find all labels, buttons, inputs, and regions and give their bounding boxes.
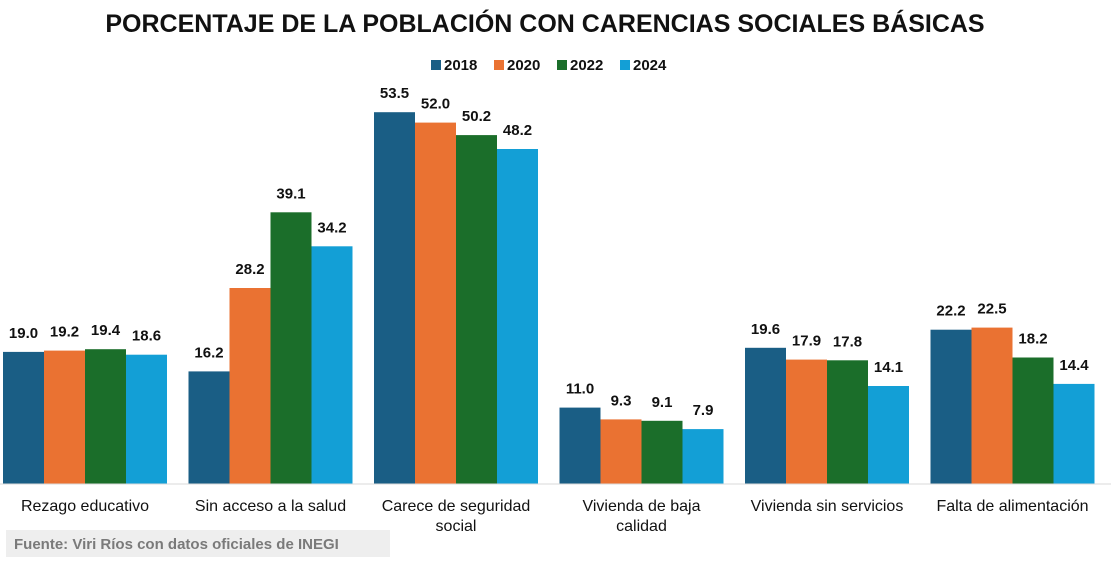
value-label-2018-cat-3: 11.0	[566, 381, 594, 398]
source-box	[6, 530, 390, 557]
bar-2024-cat-3	[682, 429, 724, 484]
bar-2024-cat-4	[868, 386, 909, 484]
bar-2024-cat-2	[497, 149, 538, 484]
bar-2020-cat-4	[786, 359, 827, 484]
category-label-2-line-0: Carece de seguridad	[382, 498, 531, 515]
bar-2020-cat-0	[44, 350, 85, 484]
bar-2024-cat-0	[126, 354, 167, 484]
bar-2018-cat-5	[930, 329, 972, 484]
legend-label-2024: 2024	[633, 57, 667, 74]
value-label-2018-cat-4: 19.6	[751, 321, 780, 338]
bar-2022-cat-3	[641, 420, 683, 484]
value-label-2022-cat-1: 39.1	[276, 185, 305, 202]
legend-label-2018: 2018	[444, 57, 477, 74]
bar-2022-cat-5	[1012, 357, 1054, 484]
value-label-2022-cat-5: 18.2	[1018, 331, 1047, 348]
legend-label-2022: 2022	[570, 57, 603, 74]
category-labels-group: Rezago educativo Sin acceso a la salud Car…	[21, 498, 1089, 535]
value-label-2020-cat-4: 17.9	[792, 333, 821, 350]
legend-swatch-2024	[620, 60, 630, 70]
value-label-2024-cat-0: 18.6	[132, 328, 161, 345]
value-label-2022-cat-3: 9.1	[652, 394, 673, 411]
category-label-3-line-0: Vivienda de baja	[582, 498, 700, 515]
category-label-1-line-0: Sin acceso a la salud	[195, 498, 346, 515]
value-label-2018-cat-0: 19.0	[9, 325, 38, 342]
category-label-4-line-0: Vivienda sin servicios	[751, 498, 904, 515]
value-label-2022-cat-4: 17.8	[833, 333, 862, 350]
value-label-2020-cat-2: 52.0	[421, 96, 450, 113]
source-text: Fuente: Viri Ríos con datos oficiales de…	[14, 536, 339, 553]
value-label-2024-cat-3: 7.9	[693, 402, 714, 419]
value-labels-group: 19.0 19.2 19.4 18.6 16.2 28.2 39.1 34.2 53.5 52.0…	[9, 85, 1089, 419]
bar-2018-cat-3	[559, 407, 601, 485]
value-label-2024-cat-2: 48.2	[503, 122, 532, 139]
legend: 2018 2020 2022 2024	[431, 57, 667, 74]
category-label-0-line-0: Rezago educativo	[21, 498, 149, 515]
value-label-2018-cat-5: 22.2	[936, 303, 965, 320]
bar-2022-cat-4	[827, 360, 868, 484]
value-label-2018-cat-1: 16.2	[194, 344, 223, 361]
value-label-2020-cat-1: 28.2	[235, 261, 264, 278]
bar-2024-cat-5	[1053, 383, 1095, 484]
bar-2020-cat-3	[600, 419, 642, 484]
bar-2018-cat-0	[3, 351, 44, 484]
bar-2022-cat-1	[270, 212, 312, 485]
legend-swatch-2022	[557, 60, 567, 70]
value-label-2022-cat-0: 19.4	[91, 322, 121, 339]
bar-2018-cat-2	[374, 112, 415, 484]
legend-swatch-2018	[431, 60, 441, 70]
bar-2022-cat-2	[456, 135, 497, 484]
bar-2018-cat-4	[745, 347, 786, 484]
value-label-2024-cat-5: 14.4	[1059, 357, 1089, 374]
value-label-2018-cat-2: 53.5	[380, 85, 409, 102]
value-label-2020-cat-3: 9.3	[611, 392, 632, 409]
category-label-3-line-1: calidad	[616, 518, 667, 535]
value-label-2020-cat-5: 22.5	[977, 301, 1006, 318]
legend-swatch-2020	[494, 60, 504, 70]
bar-2018-cat-1	[188, 371, 230, 484]
bar-2020-cat-2	[415, 122, 456, 484]
category-label-2-line-1: social	[436, 518, 477, 535]
value-label-2022-cat-2: 50.2	[462, 108, 491, 125]
bar-2020-cat-1	[229, 288, 271, 484]
bar-2024-cat-1	[311, 246, 353, 484]
value-label-2020-cat-0: 19.2	[50, 324, 79, 341]
bar-2022-cat-0	[85, 349, 126, 484]
bar-2020-cat-5	[971, 327, 1013, 484]
category-label-5-line-0: Falta de alimentación	[936, 498, 1088, 515]
legend-label-2020: 2020	[507, 57, 540, 74]
bars-group	[3, 112, 1095, 485]
value-label-2024-cat-4: 14.1	[874, 359, 903, 376]
value-label-2024-cat-1: 34.2	[317, 219, 346, 236]
chart-title: PORCENTAJE DE LA POBLACIÓN CON CARENCIAS…	[105, 8, 984, 38]
